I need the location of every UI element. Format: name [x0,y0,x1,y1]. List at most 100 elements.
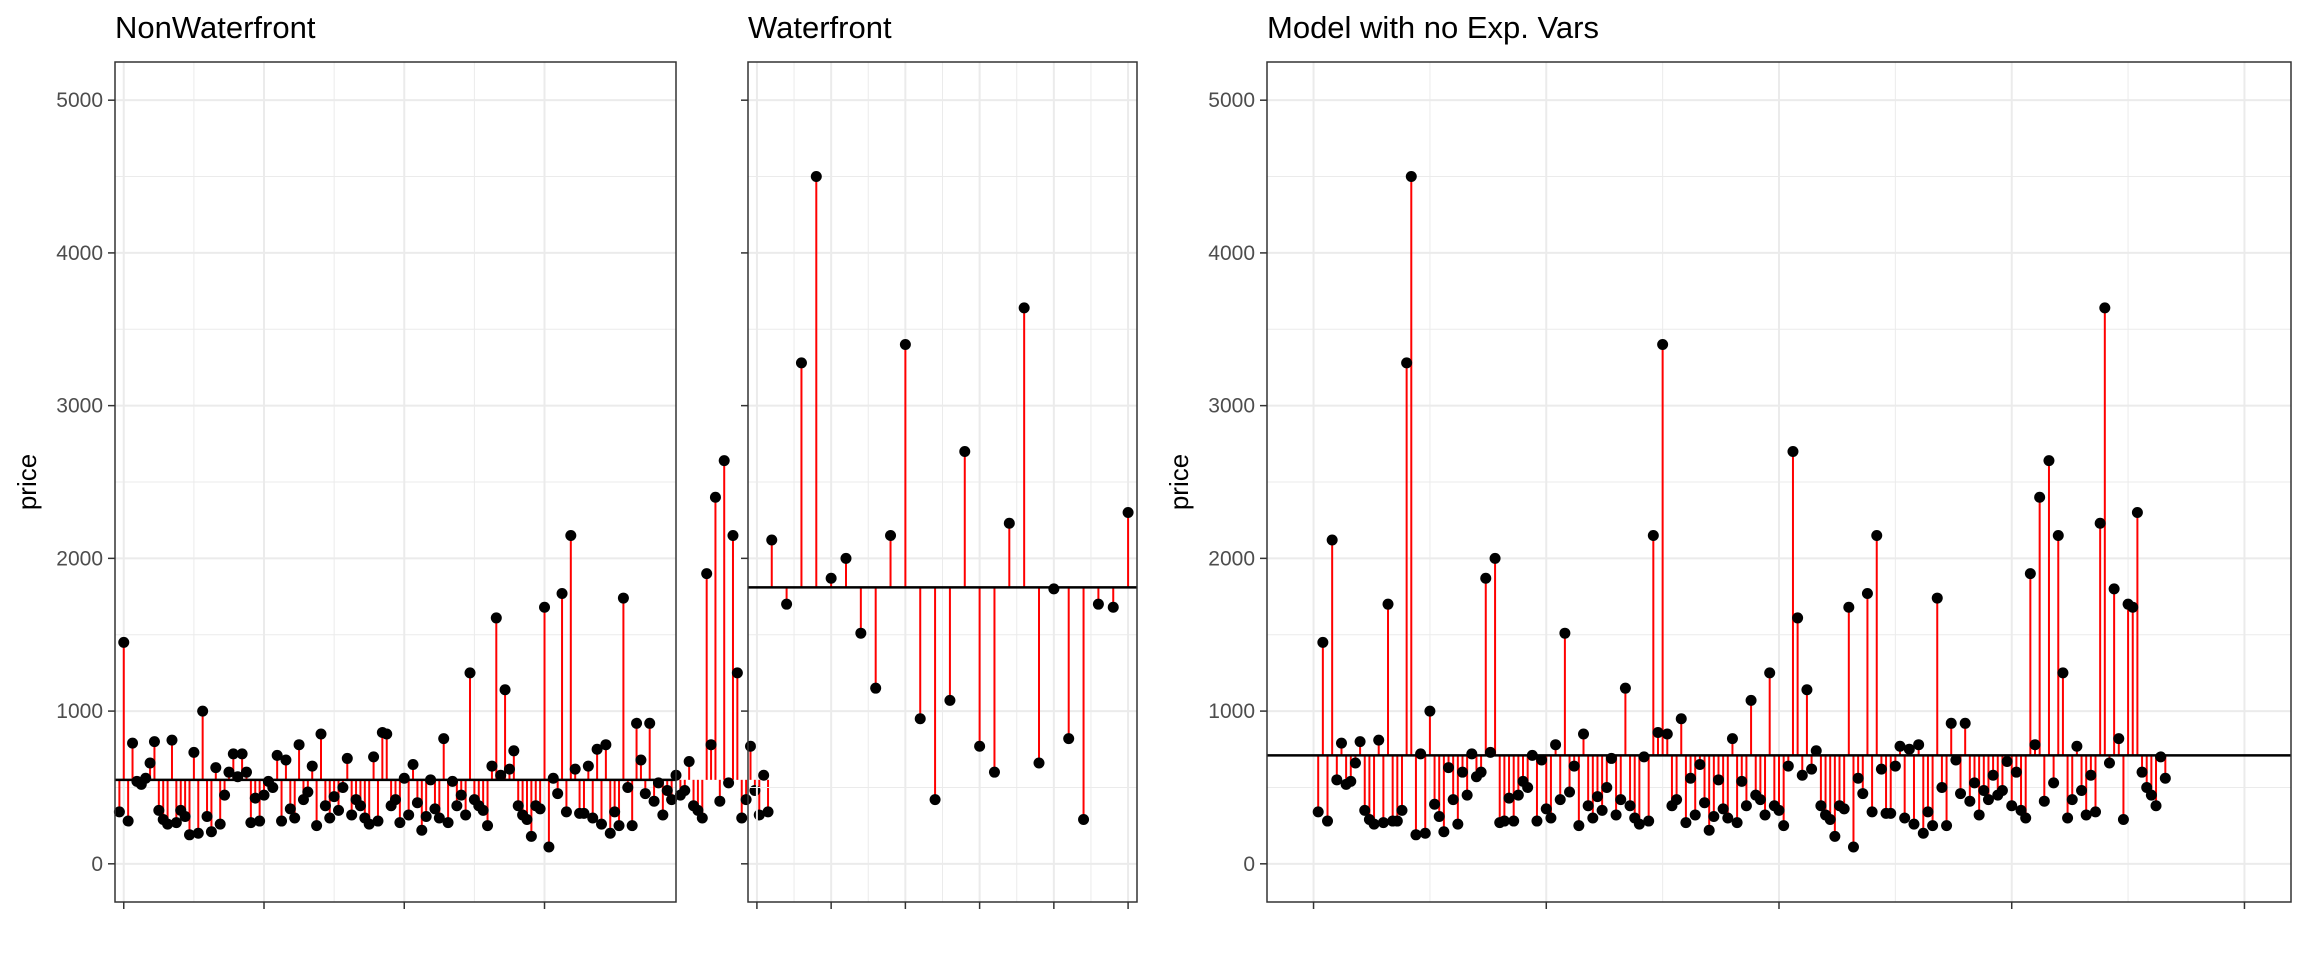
data-point [1578,728,1590,740]
y-tick-label: 0 [91,853,103,876]
data-point [1638,751,1650,763]
data-point [346,809,358,821]
data-point [604,827,616,839]
data-point [534,803,546,815]
data-point [652,777,664,789]
x-axis-model-no-exp-vars [1312,902,2246,909]
data-point [179,810,191,822]
data-point [1554,794,1566,806]
data-point [1122,507,1134,519]
y-tick-label: 1000 [56,700,103,723]
data-point [1550,739,1562,751]
data-point [1996,785,2008,797]
data-point [736,812,748,824]
data-point [1871,529,1883,541]
y-axis-model-no-exp-vars: 0 1000 2000 3000 4000 5000 [1208,89,1267,876]
data-point [2043,455,2055,467]
data-point [1405,171,1417,183]
data-point [1456,766,1468,778]
data-point [714,795,726,807]
data-point [2066,794,2078,806]
data-point [944,694,956,706]
data-point [1894,740,1906,752]
data-point [1852,772,1864,784]
data-point [727,529,739,541]
data-point [525,830,537,842]
data-point [438,733,450,745]
data-point [622,781,634,793]
data-point [398,772,410,784]
data-point [1913,739,1925,751]
data-point [324,812,336,824]
data-point [1461,789,1473,801]
data-point [679,785,691,797]
data-point [232,771,244,783]
data-point [2057,667,2069,679]
data-point [1726,733,1738,745]
data-point [1685,772,1697,784]
data-point [1647,529,1659,541]
data-point [433,812,445,824]
data-point [1503,792,1515,804]
data-point [1899,812,1911,824]
data-point [1508,815,1520,827]
data-point [1489,552,1501,564]
y-tick-label: 4000 [56,242,103,265]
data-point [289,812,301,824]
data-point [148,736,160,748]
x-axis-nonwaterfront [123,902,546,909]
data-point [118,636,130,648]
data-point [1903,743,1915,755]
data-point [1955,788,1967,800]
data-point [197,705,209,717]
y-tick-label: 5000 [1208,89,1255,112]
panel-title-waterfront: Waterfront [748,10,892,45]
data-point [1829,830,1841,842]
y-tick-label: 1000 [1208,700,1255,723]
points-model-no-exp-vars [1312,171,2171,853]
panel-nonwaterfront: NonWaterfront price 0 1000 2000 3000 4000 500… [12,10,774,909]
data-point [639,788,651,800]
data-point [122,815,134,827]
data-point [337,781,349,793]
data-point [490,612,502,624]
data-point [870,682,882,694]
data-point [1596,804,1608,816]
data-point [464,667,476,679]
data-point [442,817,454,829]
data-point [825,572,837,584]
data-point [1824,814,1836,826]
data-point [661,785,673,797]
data-point [547,772,559,784]
data-point [696,812,708,824]
data-point [1717,803,1729,815]
data-point [223,766,235,778]
data-point [306,760,318,772]
data-point [899,339,911,351]
data-point [591,743,603,755]
data-point [416,824,428,836]
y-axis-title-model-no-exp-vars: price [1164,454,1194,510]
data-point [2127,601,2139,613]
data-point [1699,797,1711,809]
data-point [1512,789,1524,801]
data-point [219,789,231,801]
data-point [1410,829,1422,841]
data-point [1973,809,1985,821]
data-point [1740,800,1752,812]
data-point [609,806,621,818]
data-point [1843,601,1855,613]
data-point [1498,815,1510,827]
data-point [411,797,423,809]
data-point [718,455,730,467]
data-point [766,534,778,546]
data-point [1335,737,1347,749]
data-point [560,806,572,818]
data-point [1382,598,1394,610]
data-point [1941,820,1953,832]
data-point [1754,794,1766,806]
data-point [227,748,239,760]
data-point [372,815,384,827]
data-point [455,789,467,801]
panel-border-nonwaterfront [114,61,677,903]
